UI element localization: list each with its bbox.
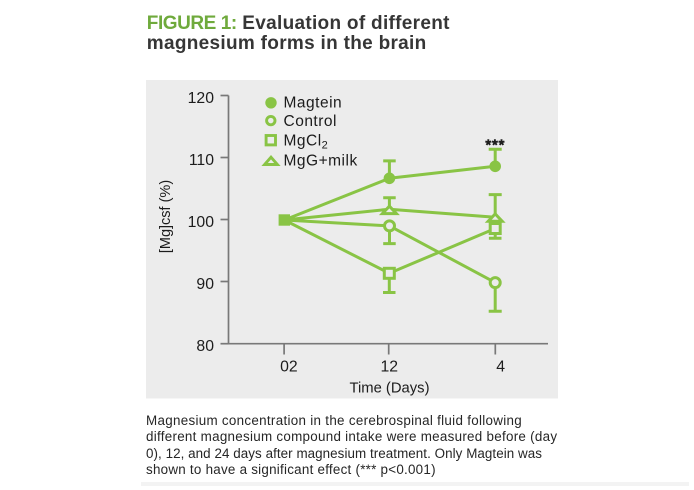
svg-text:Time (Days): Time (Days) [349,381,429,397]
svg-text:100: 100 [188,214,215,231]
svg-text:Control: Control [284,113,337,130]
svg-text:[Mg]csf (%): [Mg]csf (%) [158,180,174,253]
svg-text:80: 80 [196,338,214,355]
svg-text:MgG+milk: MgG+milk [284,153,358,170]
svg-text:MgCl2: MgCl2 [284,132,329,151]
svg-text:120: 120 [188,90,215,107]
svg-text:Magtein: Magtein [284,94,343,111]
svg-text:12: 12 [381,359,399,376]
svg-text:02: 02 [280,359,298,376]
svg-text:110: 110 [189,152,214,169]
svg-text:4: 4 [496,359,505,376]
svg-text:90: 90 [196,276,214,293]
